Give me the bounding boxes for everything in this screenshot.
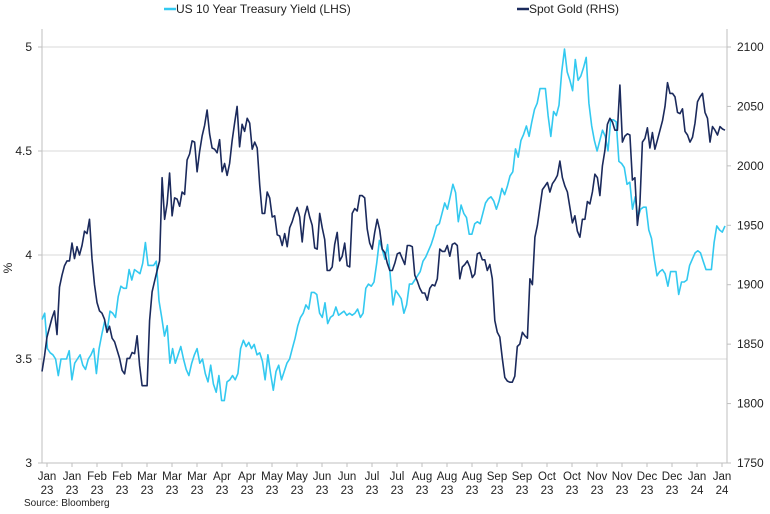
x-tick-label-year: 23 xyxy=(541,485,554,497)
x-tick-label-month: Nov xyxy=(587,471,608,483)
right-tick-label: 1850 xyxy=(737,337,764,351)
x-tick-label-year: 23 xyxy=(116,485,129,497)
x-tick-label-year: 23 xyxy=(166,485,179,497)
x-tick-label-year: 23 xyxy=(516,485,529,497)
x-tick-label-year: 23 xyxy=(566,485,579,497)
x-tick-label-year: 23 xyxy=(266,485,279,497)
x-tick-label-year: 23 xyxy=(216,485,229,497)
right-tick-label: 2100 xyxy=(737,40,764,54)
x-tick-label-year: 23 xyxy=(391,485,404,497)
x-tick-label-year: 23 xyxy=(366,485,379,497)
right-tick-label: 1750 xyxy=(737,456,764,470)
left-tick-label: 5 xyxy=(25,40,32,54)
x-tick-label-year: 23 xyxy=(641,485,654,497)
x-tick-label-month: Sep xyxy=(487,471,507,483)
x-tick-label-year: 23 xyxy=(241,485,254,497)
legend-label-gold: Spot Gold (RHS) xyxy=(529,2,619,16)
series-line-spot-gold xyxy=(41,81,726,387)
left-tick-label: 3.5 xyxy=(15,352,32,366)
x-tick-label-month: Oct xyxy=(538,471,557,483)
x-tick-label-month: Mar xyxy=(187,471,207,483)
x-tick-label-month: Jun xyxy=(313,471,332,483)
x-tick-label-month: Jul xyxy=(365,471,380,483)
x-tick-label-year: 23 xyxy=(66,485,79,497)
x-tick-label-month: May xyxy=(286,471,308,483)
x-tick-label-month: Sep xyxy=(512,471,532,483)
x-tick-label-year: 23 xyxy=(666,485,679,497)
left-tick-label: 4.5 xyxy=(15,144,32,158)
x-tick-label-month: May xyxy=(261,471,283,483)
x-tick-label-month: Feb xyxy=(112,471,132,483)
left-tick-label: 3 xyxy=(25,456,32,470)
x-tick-label-month: Jan xyxy=(713,471,732,483)
x-tick-label-year: 23 xyxy=(416,485,429,497)
x-tick-label-month: Jan xyxy=(688,471,707,483)
source-note: Source: Bloomberg xyxy=(24,498,110,509)
x-tick-label-month: Jan xyxy=(38,471,57,483)
x-tick-label-year: 23 xyxy=(141,485,154,497)
x-tick-label-year: 23 xyxy=(41,485,54,497)
x-tick-label-year: 23 xyxy=(441,485,454,497)
x-tick-label-month: Aug xyxy=(412,471,432,483)
x-tick-label-month: Mar xyxy=(162,471,182,483)
x-tick-label-year: 23 xyxy=(91,485,104,497)
x-tick-label-year: 23 xyxy=(191,485,204,497)
gridlines xyxy=(42,46,727,360)
x-tick-label-year: 23 xyxy=(466,485,479,497)
right-y-ticks: 1750 1800 1850 1900 1950 2000 2050 2100 xyxy=(727,40,764,470)
series-line-treasury-yield xyxy=(41,48,726,402)
left-tick-label: 4 xyxy=(25,248,32,262)
right-tick-label: 1900 xyxy=(737,278,764,292)
x-tick-label-month: Nov xyxy=(612,471,633,483)
x-tick-label-year: 24 xyxy=(691,485,704,497)
x-tick-label-month: Aug xyxy=(437,471,457,483)
legend: US 10 Year Treasury Yield (LHS) Spot Gol… xyxy=(164,2,619,16)
x-tick-label-year: 23 xyxy=(491,485,504,497)
x-tick-label-year: 23 xyxy=(341,485,354,497)
x-tick-label-month: Oct xyxy=(563,471,582,483)
right-tick-label: 2050 xyxy=(737,99,764,113)
x-tick-label-month: Apr xyxy=(238,471,256,483)
series-group xyxy=(41,48,726,402)
x-tick-label-year: 24 xyxy=(716,485,729,497)
left-y-ticks: 3 3.5 4 4.5 5 xyxy=(15,40,42,470)
legend-label-treasury: US 10 Year Treasury Yield (LHS) xyxy=(176,2,351,16)
x-tick-label-year: 23 xyxy=(616,485,629,497)
right-tick-label: 1800 xyxy=(737,397,764,411)
x-tick-label-month: Jul xyxy=(390,471,405,483)
x-tick-label-month: Dec xyxy=(637,471,658,483)
x-tick-label-month: Jun xyxy=(338,471,357,483)
x-tick-label-month: Dec xyxy=(662,471,683,483)
right-tick-label: 2000 xyxy=(737,159,764,173)
x-ticks: Jan 23 Jan 23 Feb 23 Feb 23 Mar 23 Mar 23 Mar 23 Apr 23… xyxy=(38,463,732,497)
x-tick-label-month: Mar xyxy=(137,471,157,483)
x-tick-label-month: Aug xyxy=(462,471,482,483)
y-axis-label-left: % xyxy=(1,262,15,273)
x-tick-label-month: Jan xyxy=(63,471,82,483)
x-tick-label-year: 23 xyxy=(316,485,329,497)
x-tick-label-year: 23 xyxy=(291,485,304,497)
right-tick-label: 1950 xyxy=(737,218,764,232)
x-tick-label-month: Feb xyxy=(87,471,107,483)
x-tick-label-month: Apr xyxy=(213,471,231,483)
x-tick-label-year: 23 xyxy=(591,485,604,497)
